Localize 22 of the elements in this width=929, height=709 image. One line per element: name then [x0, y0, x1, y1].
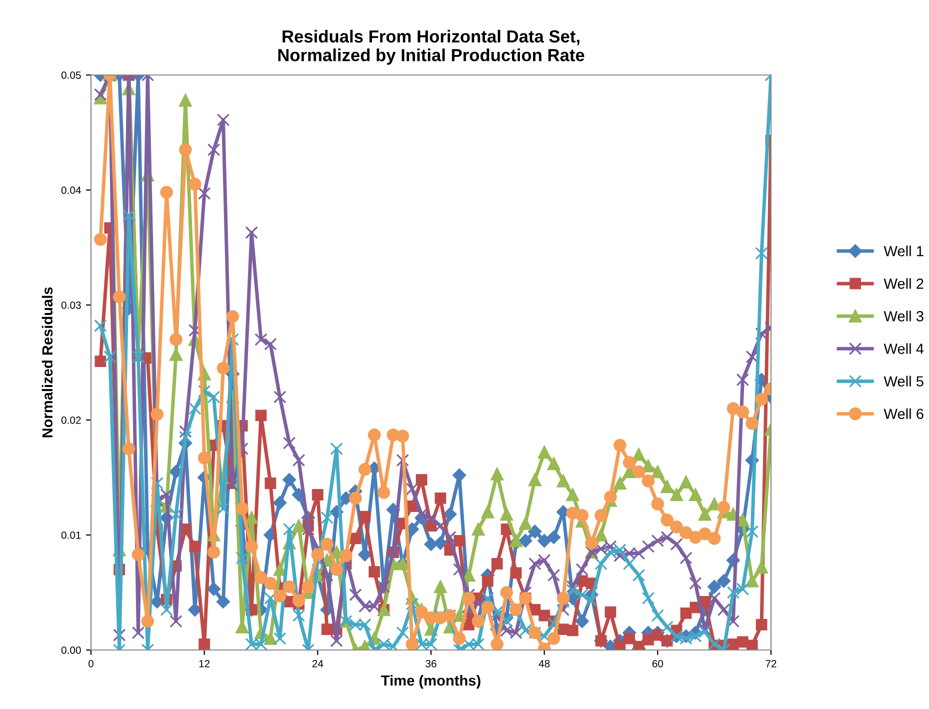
x-tick-label: 72	[766, 660, 776, 668]
y-axis-title: Normalized Residuals	[42, 287, 53, 438]
x-tick-label: 36	[426, 660, 436, 668]
chart-title: Residuals From Horizontal Data Set, Normalized by Initial Production Rate	[278, 30, 584, 65]
x-axis-title: Time (months)	[381, 674, 480, 689]
y-tick-label: 0.04	[61, 186, 81, 194]
y-tick-label: 0.02	[61, 416, 81, 424]
legend-label: Well 3	[884, 310, 924, 322]
x-tick-label: 12	[199, 660, 210, 668]
legend-label: Well 2	[884, 278, 924, 289]
x-tick-label: 60	[652, 660, 664, 668]
x-tick-label: 48	[538, 660, 550, 668]
legend-label: Well 5	[884, 376, 924, 386]
y-tick-label: 0.01	[61, 532, 81, 539]
legend-label: Well 6	[884, 408, 924, 420]
x-tick-label: 0	[88, 660, 94, 668]
y-tick-label: 0.03	[61, 302, 81, 309]
y-tick-label: 0.00	[61, 646, 81, 654]
legend-label: Well 1	[884, 246, 924, 256]
legend-label: Well 4	[884, 343, 924, 354]
x-tick-label: 24	[312, 660, 324, 668]
y-tick-label: 0.05	[61, 72, 81, 79]
